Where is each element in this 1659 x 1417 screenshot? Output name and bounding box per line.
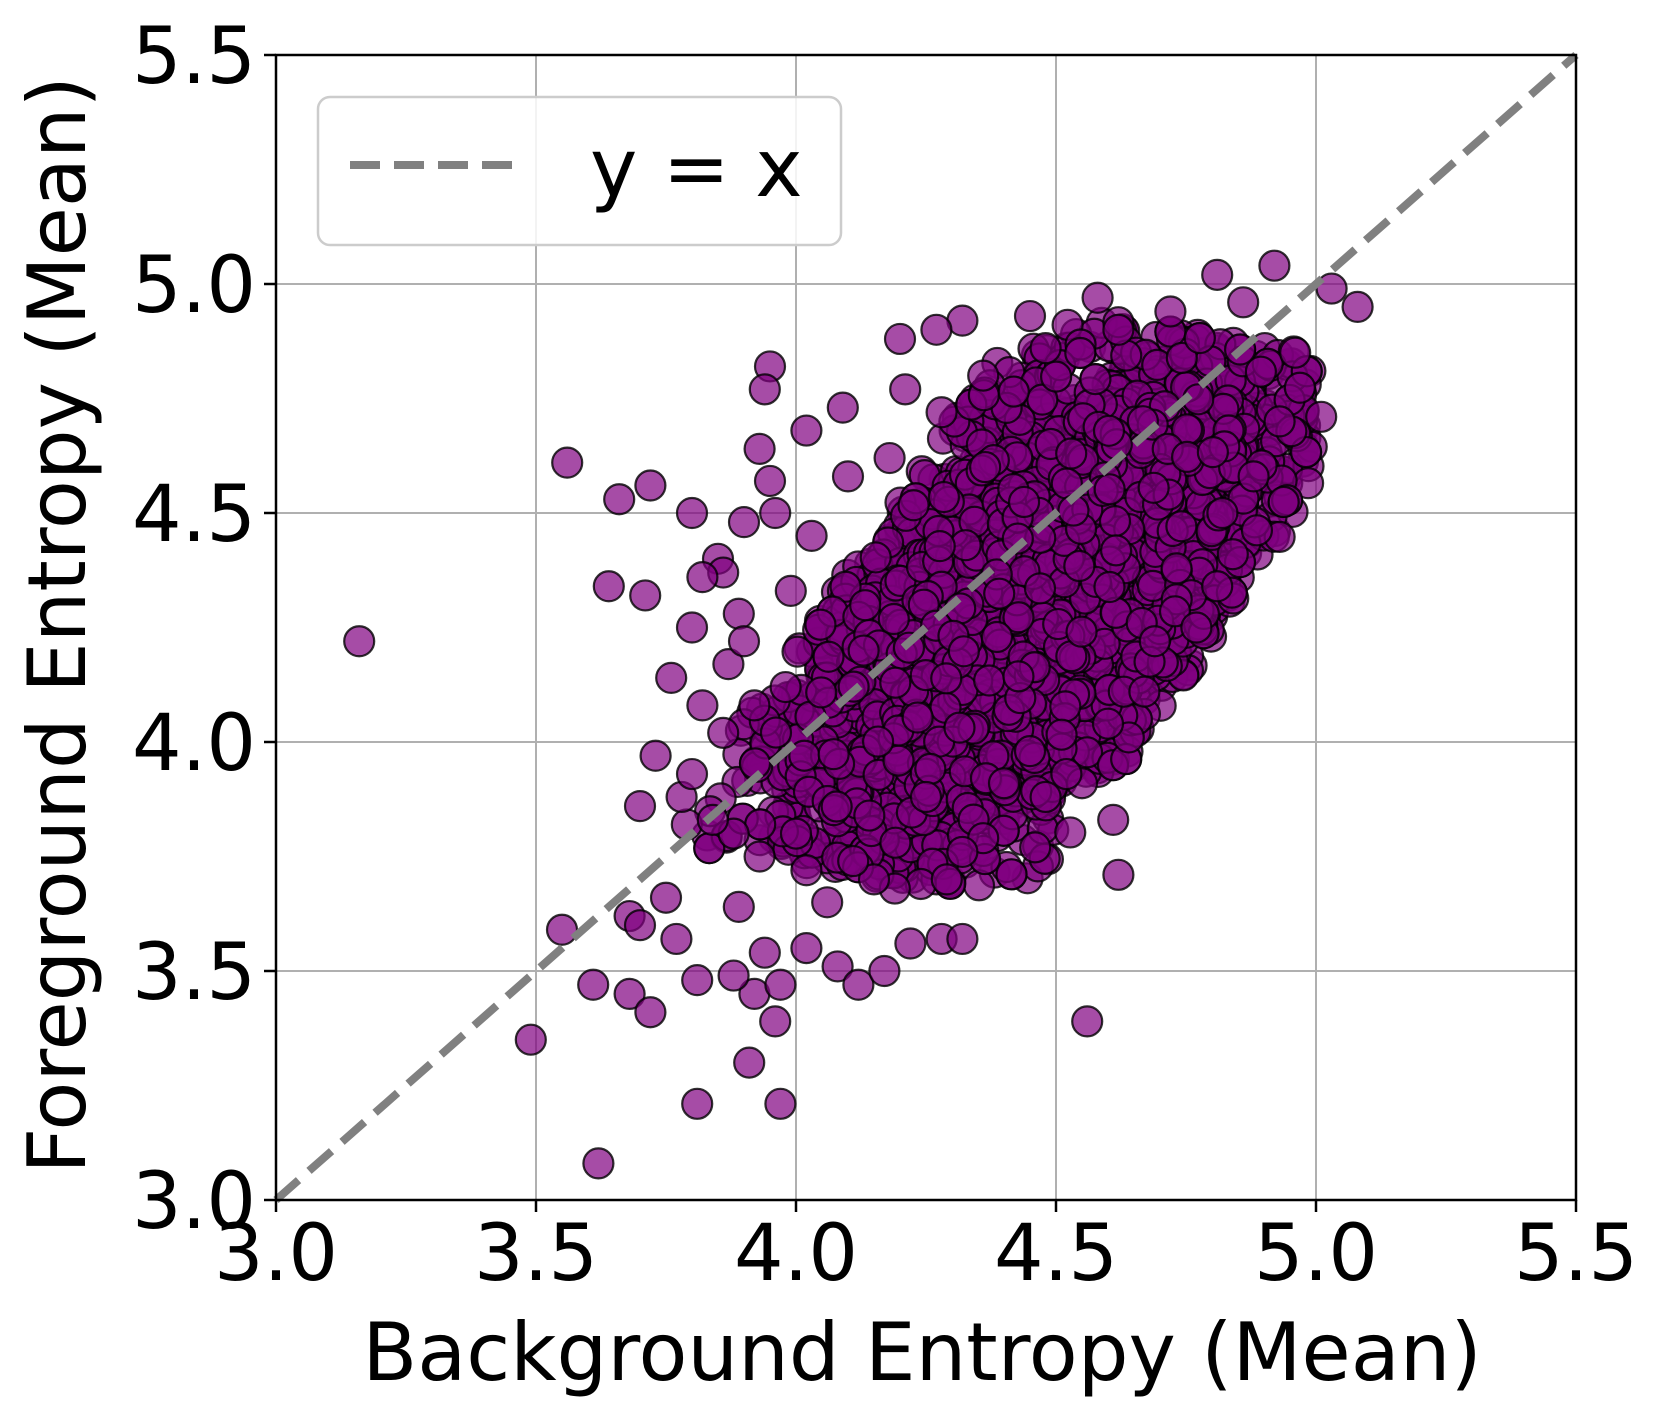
scatter-point: [781, 635, 814, 668]
scatter-point: [962, 869, 996, 902]
scatter-points: [343, 249, 1374, 1180]
